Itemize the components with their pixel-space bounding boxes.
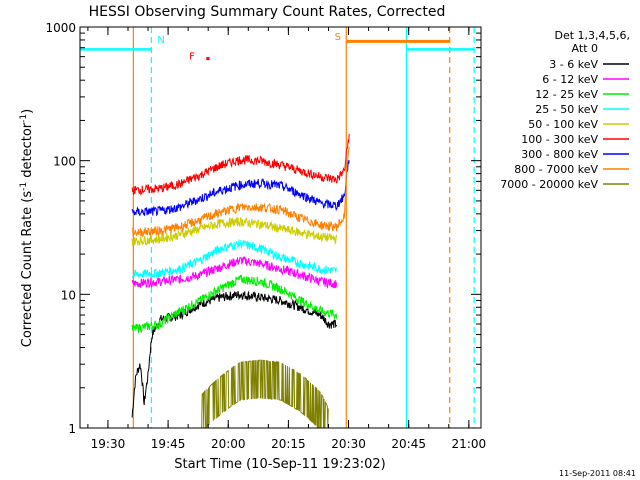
- y-axis-label-end: ): [20, 109, 35, 114]
- legend-label-5: 100 - 300 keV: [521, 133, 598, 146]
- y-axis-label-sup2: -1: [19, 114, 29, 123]
- legend-label-4: 50 - 100 keV: [528, 118, 598, 131]
- annotation-s: S: [335, 32, 341, 43]
- x-tick-label-6: 21:00: [452, 437, 487, 451]
- chart-title: HESSI Observing Summary Count Rates, Cor…: [89, 4, 446, 20]
- x-tick-label-0: 19:30: [91, 437, 126, 451]
- x-tick-label-5: 20:45: [391, 437, 426, 451]
- series-line-3: [131, 239, 338, 279]
- x-tick-label-1: 19:45: [151, 437, 186, 451]
- legend-label-8: 7000 - 20000 keV: [500, 178, 598, 191]
- series-line-8: [200, 359, 329, 429]
- plot-frame: [79, 26, 482, 429]
- plot-layer: N F S: [80, 27, 475, 429]
- series-line-7: [131, 146, 350, 238]
- y-tick-label-3: 1000: [45, 21, 76, 35]
- series-line-5: [131, 133, 350, 196]
- annotation-f: F: [189, 52, 195, 63]
- timestamp: 11-Sep-2011 08:41: [559, 469, 636, 478]
- y-tick-label-2: 100: [53, 155, 76, 169]
- series-line-4: [131, 216, 338, 246]
- y-tick-label-1: 10: [61, 288, 76, 302]
- legend-label-3: 25 - 50 keV: [535, 103, 598, 116]
- series-line-6: [131, 160, 350, 217]
- y-axis-label-mid: detector: [20, 122, 35, 182]
- y-axis-label-sup1: -1: [19, 182, 29, 191]
- axes-layer: 19:30 19:45 20:00 20:15 20:30 20:45 21:00 1 10 10…: [45, 21, 486, 451]
- y-tick-label-0: 1: [68, 422, 76, 436]
- legend-label-0: 3 - 6 keV: [549, 58, 598, 71]
- series-line-2: [131, 274, 338, 334]
- legend-label-2: 12 - 25 keV: [535, 88, 598, 101]
- legend: Det 1,3,4,5,6, Att 0 3 - 6 keV 6 - 12 keV…: [500, 29, 630, 191]
- legend-header-2: Att 0: [572, 42, 598, 55]
- legend-header-1: Det 1,3,4,5,6,: [554, 29, 630, 42]
- y-axis-label-main: Corrected Count Rate (s: [20, 191, 35, 348]
- annotation-n: N: [157, 35, 164, 46]
- legend-label-6: 300 - 800 keV: [521, 148, 598, 161]
- series-line-1: [131, 256, 338, 289]
- x-tick-label-4: 20:30: [331, 437, 366, 451]
- y-axis-label: Corrected Count Rate (s-1 detector-1): [19, 109, 35, 347]
- x-tick-label-3: 20:15: [271, 437, 306, 451]
- x-tick-label-2: 20:00: [211, 437, 246, 451]
- legend-label-1: 6 - 12 keV: [542, 73, 598, 86]
- x-axis-label: Start Time (10-Sep-11 19:23:02): [174, 457, 385, 472]
- legend-label-7: 800 - 7000 keV: [514, 163, 598, 176]
